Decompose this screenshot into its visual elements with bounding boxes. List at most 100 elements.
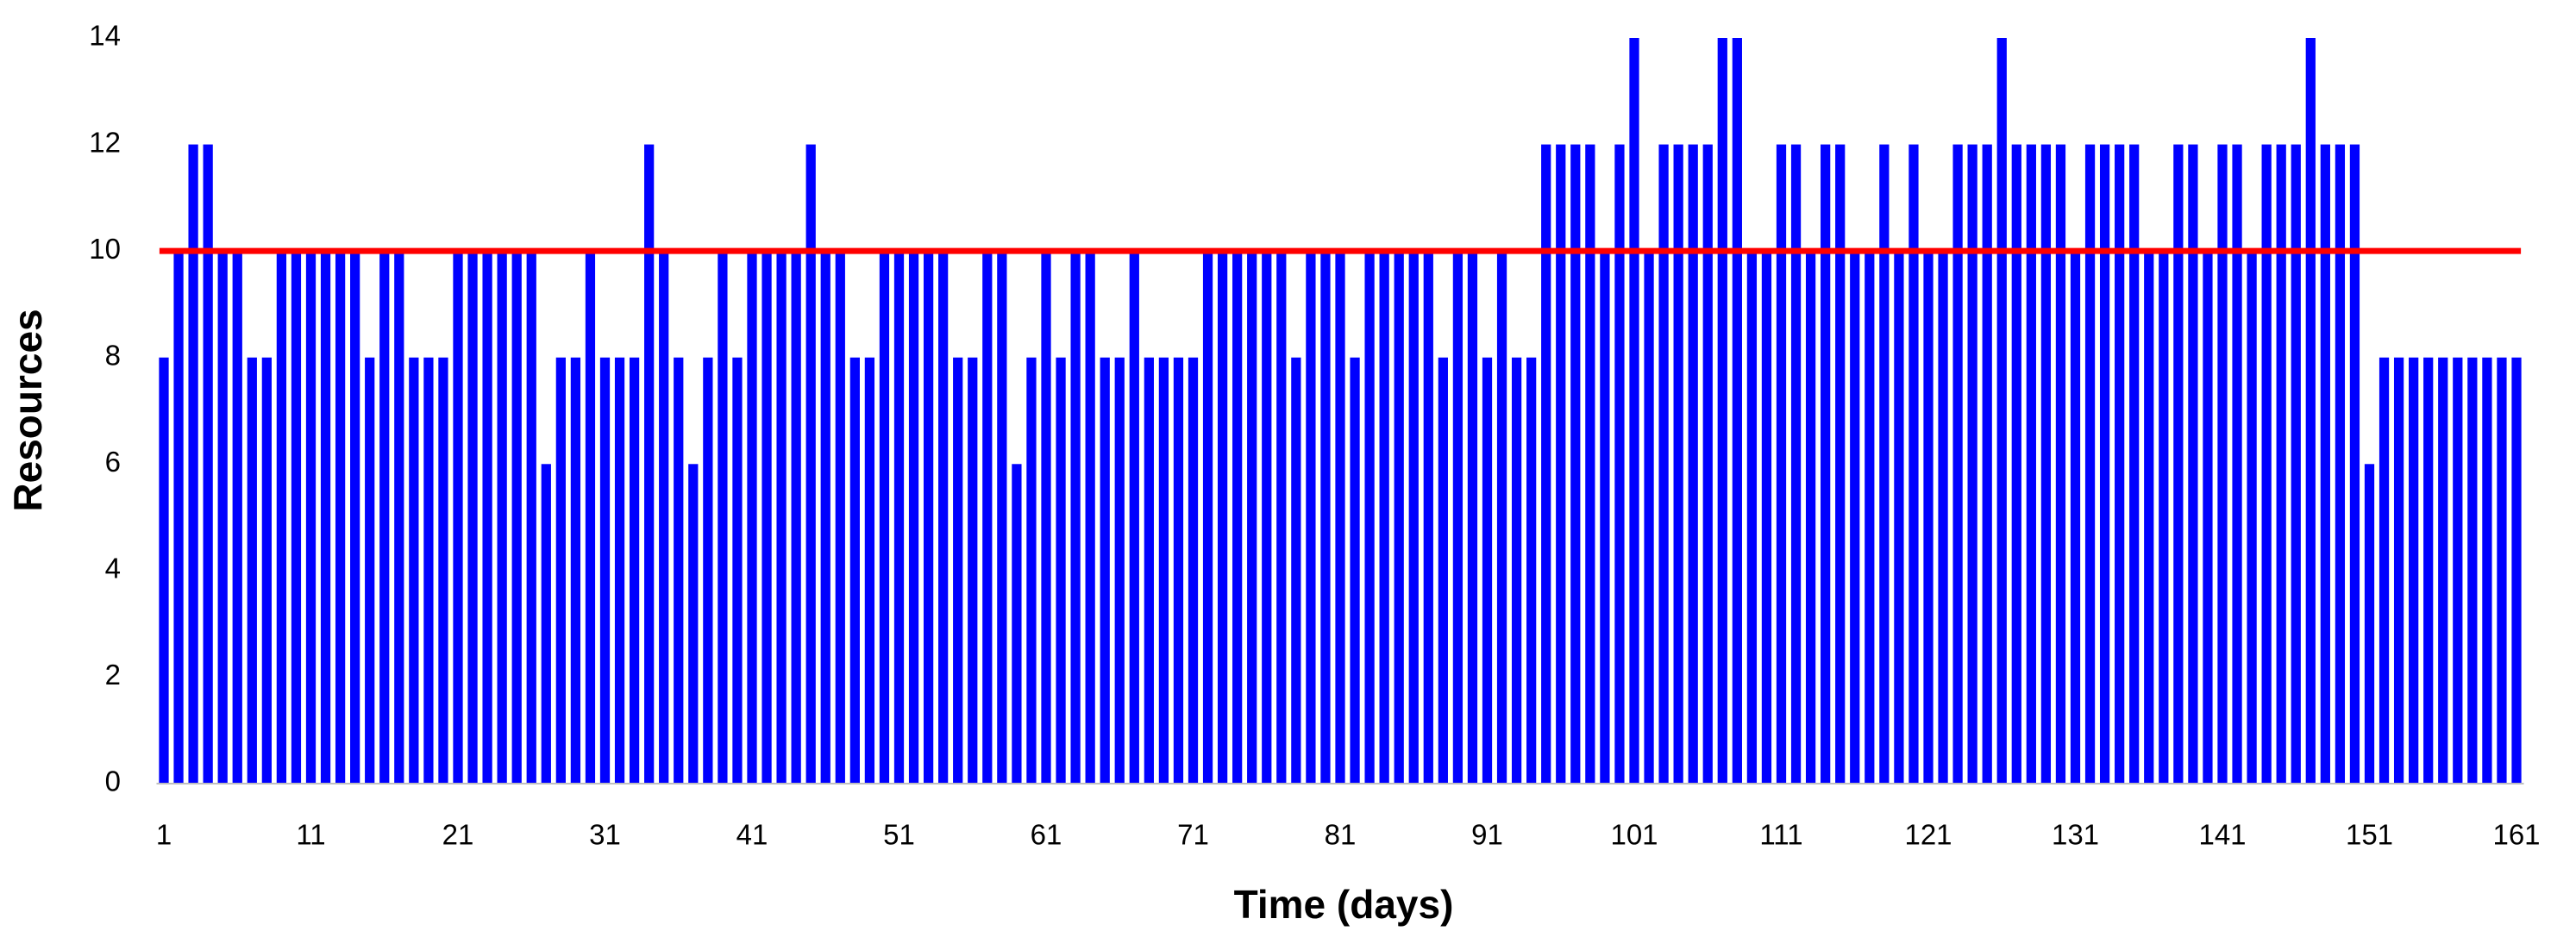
bar xyxy=(423,357,434,784)
bar xyxy=(497,251,507,784)
bar xyxy=(2011,144,2021,784)
bar xyxy=(2423,357,2434,784)
bar xyxy=(291,251,302,784)
bar xyxy=(1908,144,1919,784)
bar xyxy=(1952,144,1963,784)
bar xyxy=(1394,251,1404,784)
x-axis-title: Time (days) xyxy=(1234,882,1454,927)
bar xyxy=(923,251,934,784)
y-tick-label: 8 xyxy=(105,339,121,371)
bar xyxy=(365,357,375,784)
bar xyxy=(1702,144,1713,784)
bar xyxy=(1732,38,1742,784)
bar xyxy=(1056,357,1066,784)
bar xyxy=(2084,144,2096,784)
bar xyxy=(2511,357,2522,784)
bar xyxy=(1306,251,1316,784)
bar xyxy=(659,251,669,784)
bar xyxy=(2217,144,2228,784)
bar xyxy=(2144,251,2154,784)
y-tick-label: 14 xyxy=(89,20,121,52)
bar xyxy=(438,357,448,784)
bar xyxy=(1114,357,1125,784)
bar xyxy=(2040,144,2052,784)
bar xyxy=(1276,251,1287,784)
bar xyxy=(1982,144,1992,784)
x-tick-label: 81 xyxy=(1325,819,1357,851)
bar xyxy=(453,251,463,784)
x-tick-label: 31 xyxy=(589,819,621,851)
bar xyxy=(1217,251,1228,784)
bar xyxy=(2159,251,2169,784)
bar xyxy=(276,251,287,784)
bar xyxy=(1717,38,1727,784)
bar xyxy=(1144,357,1154,784)
bar xyxy=(674,357,684,784)
bar xyxy=(1364,251,1375,784)
bar xyxy=(188,144,198,784)
x-tick-label: 141 xyxy=(2198,819,2246,851)
bar xyxy=(1012,464,1022,784)
bar xyxy=(2291,144,2301,784)
bar xyxy=(1496,251,1507,784)
bar xyxy=(585,251,596,784)
bar xyxy=(173,251,184,784)
bar xyxy=(1761,251,1772,784)
x-tick-label: 101 xyxy=(1610,819,1658,851)
bar xyxy=(1658,144,1669,784)
bar xyxy=(2393,357,2404,784)
y-tick-label: 4 xyxy=(105,553,121,584)
bar xyxy=(791,251,801,784)
bar xyxy=(629,357,640,784)
bar xyxy=(1408,251,1419,784)
x-tick-label: 71 xyxy=(1177,819,1209,851)
bar xyxy=(320,251,331,784)
bar xyxy=(541,464,551,784)
bar xyxy=(2497,357,2507,784)
bar xyxy=(1335,251,1345,784)
bar xyxy=(1850,251,1860,784)
bar xyxy=(2409,357,2419,784)
bar xyxy=(203,144,213,784)
x-tick-label: 151 xyxy=(2346,819,2393,851)
bar xyxy=(1232,251,1243,784)
bar xyxy=(1865,251,1875,784)
bar xyxy=(526,251,536,784)
bar xyxy=(1350,357,1360,784)
bar xyxy=(1923,251,1934,784)
bar xyxy=(2335,144,2346,784)
bar xyxy=(2320,144,2330,784)
bar xyxy=(2276,144,2286,784)
x-tick-label: 121 xyxy=(1904,819,1952,851)
bar xyxy=(2482,357,2492,784)
y-tick-label: 6 xyxy=(105,446,121,478)
bar xyxy=(1452,251,1463,784)
bar xyxy=(467,251,478,784)
bar xyxy=(2261,144,2272,784)
bar xyxy=(2026,144,2036,784)
bar xyxy=(1835,144,1846,784)
bar xyxy=(1085,251,1095,784)
bar xyxy=(232,251,242,784)
bar xyxy=(2129,144,2140,784)
bar xyxy=(2203,251,2213,784)
x-tick-label: 91 xyxy=(1471,819,1503,851)
bar xyxy=(1629,38,1639,784)
bar xyxy=(1482,357,1493,784)
bar xyxy=(1100,357,1110,784)
bar xyxy=(1894,251,1904,784)
bar xyxy=(2349,144,2360,784)
bar xyxy=(1688,144,1698,784)
x-tick-label: 161 xyxy=(2492,819,2540,851)
bar xyxy=(1821,144,1831,784)
bar xyxy=(908,251,919,784)
bar xyxy=(1996,38,2007,784)
bar xyxy=(394,251,404,784)
bar xyxy=(1776,144,1787,784)
bar xyxy=(335,251,346,784)
bar xyxy=(2247,251,2257,784)
bar xyxy=(953,357,963,784)
bar xyxy=(1129,251,1139,784)
x-tick-label: 11 xyxy=(296,819,325,851)
